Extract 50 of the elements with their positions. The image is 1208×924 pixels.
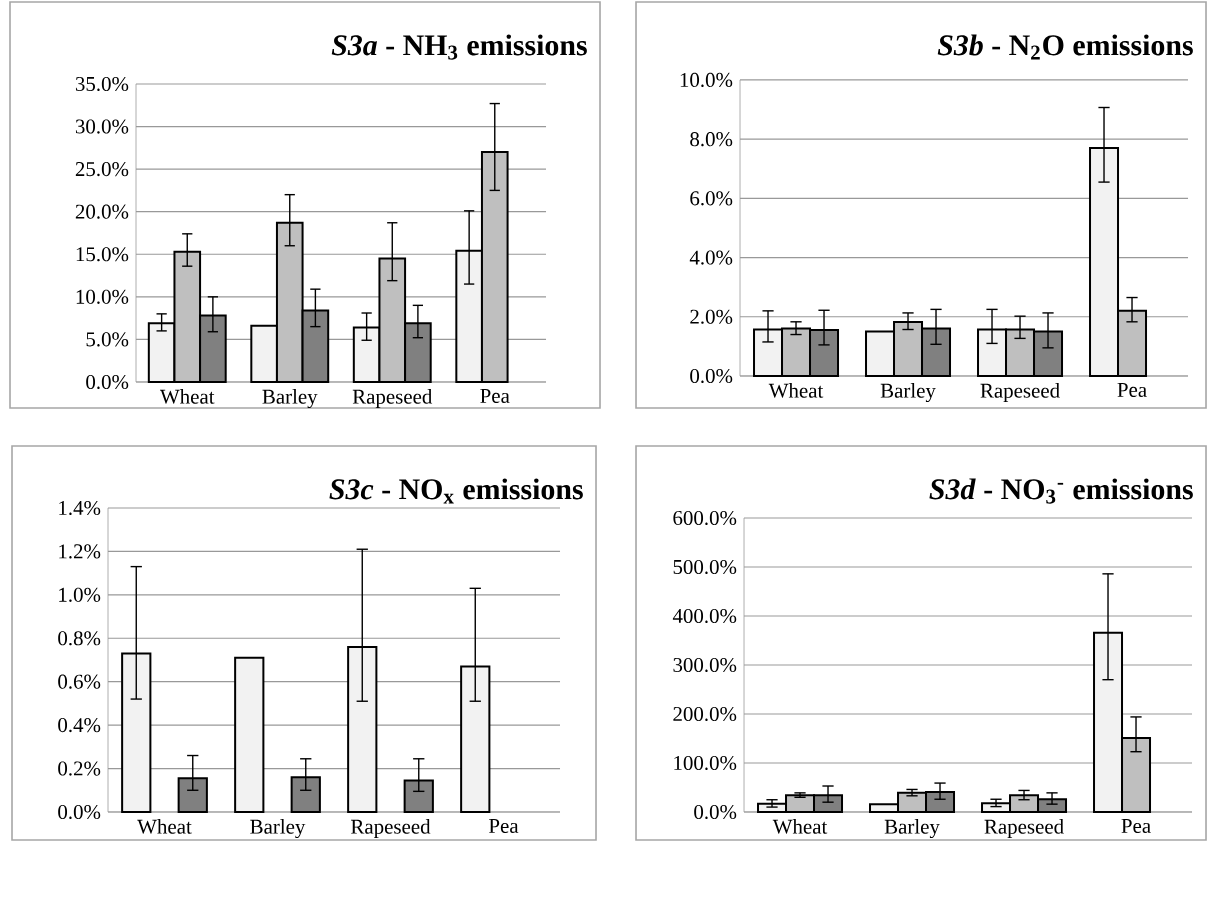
chart-title: S3a - NH$_{3}$ emissions <box>331 34 587 60</box>
x-tick-label: Barley <box>262 389 318 409</box>
y-tick-label: 0.6% <box>58 674 101 689</box>
x-tick-label: Rapeseed <box>984 819 1064 838</box>
x-tick-label: Barley <box>880 383 936 403</box>
bar <box>234 656 265 813</box>
y-tick-label: 400.0% <box>672 608 737 624</box>
y-tick-label: 0.0% <box>58 804 101 820</box>
y-tick-label: 10.0% <box>680 72 733 88</box>
y-tick-label: 15.0% <box>76 247 129 262</box>
y-tick-label: 100.0% <box>674 755 737 771</box>
y-tick-label: 4.0% <box>689 250 733 265</box>
y-tick-label: 600.0% <box>673 510 737 526</box>
y-tick-label: 10.0% <box>76 289 129 304</box>
y-tick-label: 25.0% <box>75 162 129 177</box>
x-tick-label: Barley <box>250 819 306 839</box>
y-tick-label: 0.8% <box>58 631 101 646</box>
y-tick-label: 200.0% <box>673 706 737 722</box>
x-tick-label: Rapeseed <box>352 389 433 408</box>
y-tick-label: 0.0% <box>86 374 129 390</box>
x-tick-label: Barley <box>884 819 940 839</box>
y-tick-label: 8.0% <box>690 132 733 147</box>
y-tick-label: 300.0% <box>673 657 737 673</box>
y-tick-label: 20.0% <box>75 204 129 219</box>
x-tick-label: Pea <box>1117 383 1147 397</box>
y-tick-label: 30.0% <box>75 119 129 134</box>
x-tick-label: Pea <box>489 819 519 833</box>
chart-title: S3c - NO$_{x}$ emissions <box>329 478 583 504</box>
x-tick-label: Wheat <box>160 389 215 404</box>
x-tick-label: Pea <box>1121 819 1151 833</box>
y-tick-label: 0.4% <box>58 718 101 733</box>
y-tick-label: 1.4% <box>59 500 101 516</box>
y-tick-label: 2.0% <box>690 309 733 324</box>
x-tick-label: Wheat <box>772 819 828 834</box>
y-tick-label: 500.0% <box>673 559 737 575</box>
y-tick-label: 1.0% <box>59 587 101 602</box>
y-tick-label: 5.0% <box>86 332 129 347</box>
x-tick-label: Rapeseed <box>980 383 1060 402</box>
chart-title: S3d - NO$_{3}$$^{-}$ emissions <box>929 478 1193 504</box>
chart-title: S3b - N$_{2}$O emissions <box>937 34 1193 60</box>
y-tick-label: 35.0% <box>75 76 129 92</box>
x-tick-label: Pea <box>480 389 510 403</box>
y-tick-label: 1.2% <box>59 544 101 559</box>
y-tick-label: 0.0% <box>690 368 733 384</box>
x-tick-label: Wheat <box>768 383 824 398</box>
y-tick-label: 0.0% <box>694 804 737 820</box>
x-tick-label: Wheat <box>137 819 192 834</box>
x-tick-label: Rapeseed <box>351 819 431 838</box>
y-tick-label: 6.0% <box>690 191 733 206</box>
y-tick-label: 0.2% <box>58 761 101 776</box>
